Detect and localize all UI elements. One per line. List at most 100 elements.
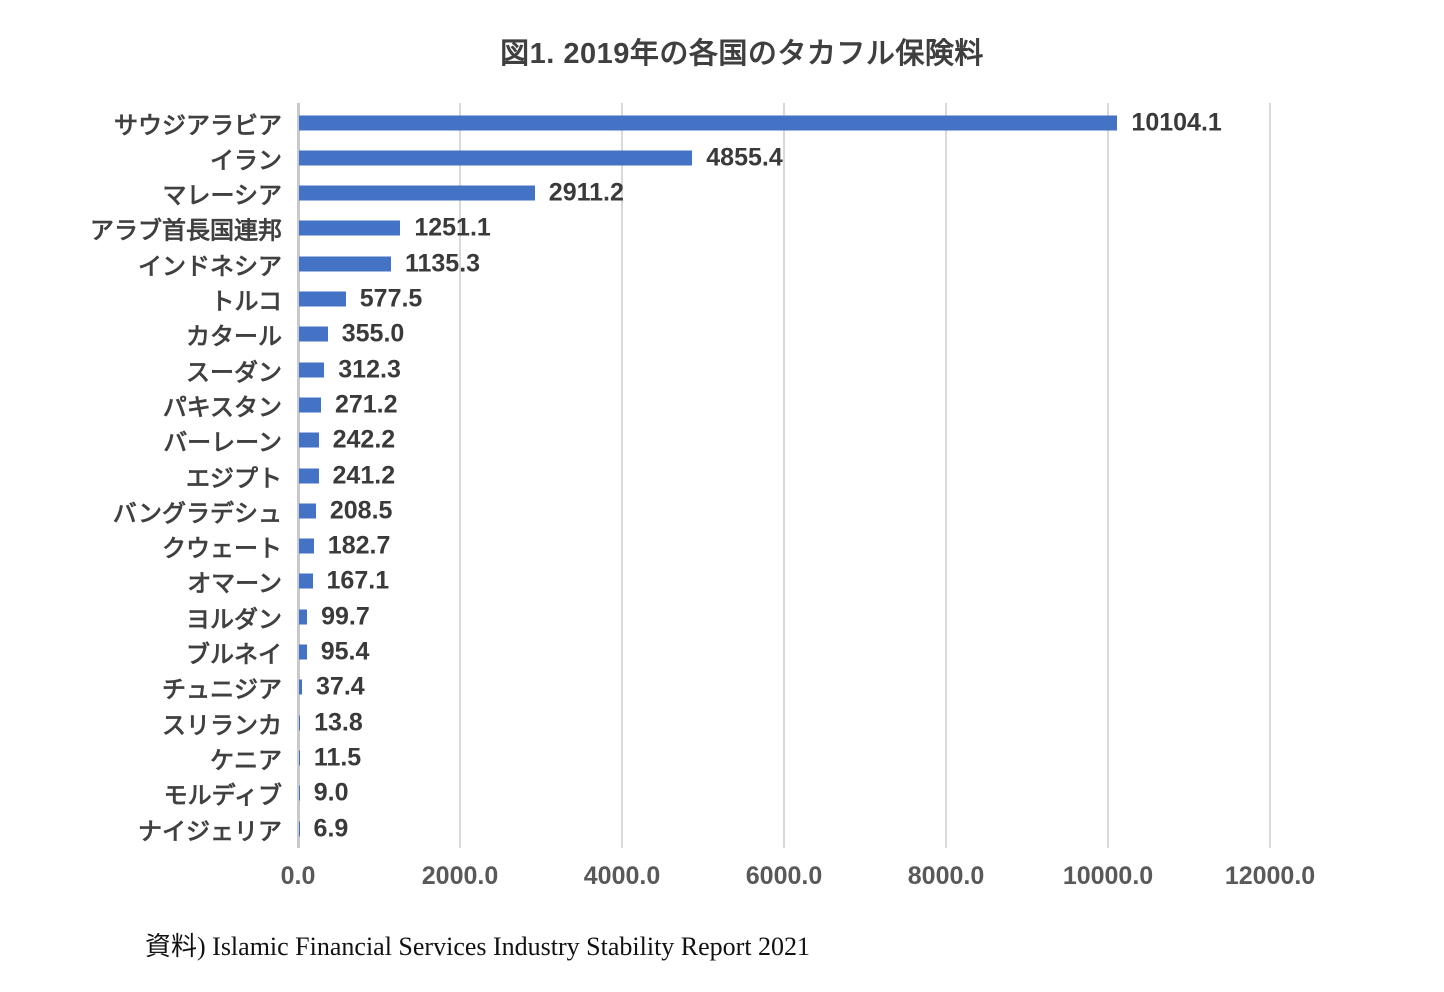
bar-row: マレーシア 2911.2 [0, 176, 1444, 211]
bar [299, 468, 319, 483]
x-axis-tick-label: 10000.0 [1062, 862, 1154, 890]
bar [299, 397, 321, 413]
bar-row: スリランカ 13.8 [0, 705, 1444, 740]
bar-row: ヨルダン 99.7 [0, 599, 1444, 634]
value-label: 208.5 [329, 496, 393, 525]
bar-row: オマーン 167.1 [0, 564, 1444, 599]
x-axis-tick-label: 0.0 [280, 862, 316, 890]
bar [299, 362, 325, 378]
bar [299, 115, 1118, 130]
category-label: イラン [210, 147, 282, 175]
bar [299, 256, 391, 272]
value-label: 167.1 [326, 566, 390, 595]
bar [299, 185, 535, 201]
bar [299, 609, 308, 625]
bar [299, 715, 301, 731]
bar-row: バングラデシュ 208.5 [0, 493, 1444, 528]
category-label: モルディブ [163, 782, 282, 810]
gridline [945, 103, 947, 848]
value-label: 6.9 [313, 814, 349, 842]
bar-row: ブルネイ 95.4 [0, 635, 1444, 670]
value-label: 10104.1 [1131, 108, 1222, 136]
category-label: マレーシア [162, 182, 282, 210]
value-label: 2911.2 [548, 178, 624, 207]
x-axis-tick-label: 4000.0 [583, 862, 661, 890]
category-label: エジプト [186, 465, 282, 492]
bar-row: バーレーン 242.2 [0, 423, 1444, 458]
chart-title: 図1. 2019年の各国のタカフル保険料 [500, 38, 984, 70]
category-label: ナイジェリア [138, 818, 282, 845]
bar [299, 432, 319, 448]
value-label: 577.5 [359, 284, 423, 313]
gridline [621, 103, 623, 848]
bar [299, 644, 307, 660]
bar [299, 291, 346, 307]
category-label: ケニア [210, 747, 282, 775]
bar [299, 326, 328, 342]
bar-row: ケニア 11.5 [0, 740, 1444, 775]
bar-row: エジプト 241.2 [0, 458, 1444, 493]
value-label: 4855.4 [706, 143, 783, 172]
value-label: 241.2 [332, 461, 396, 489]
bar-row: ナイジェリア 6.9 [0, 811, 1444, 846]
value-label: 95.4 [320, 637, 370, 666]
category-label: ブルネイ [186, 641, 282, 669]
x-axis-tick-label: 6000.0 [745, 862, 823, 890]
gridline [1269, 103, 1271, 848]
bar-row: サウジアラビア 10104.1 [0, 105, 1444, 140]
bar-row: アラブ首長国連邦 1251.1 [0, 211, 1444, 246]
bar [299, 785, 300, 801]
bar [299, 679, 303, 695]
bar-row: イラン 4855.4 [0, 140, 1444, 175]
category-label: クウェート [162, 535, 282, 563]
bar [299, 573, 313, 589]
value-label: 182.7 [327, 531, 391, 560]
bar-row: カタール 355.0 [0, 317, 1444, 352]
value-label: 1135.3 [404, 249, 481, 278]
gridline [1107, 103, 1109, 848]
value-label: 271.2 [334, 390, 398, 419]
value-label: 37.4 [316, 672, 365, 701]
value-label: 312.3 [338, 355, 401, 384]
category-label: スリランカ [162, 712, 282, 740]
bar-row: パキスタン 271.2 [0, 387, 1444, 422]
bar-row: トルコ 577.5 [0, 282, 1444, 317]
x-axis-tick-label: 8000.0 [907, 862, 985, 890]
bar [299, 150, 693, 166]
bar [299, 750, 300, 766]
category-label: カタール [186, 323, 282, 351]
bar-row: スーダン 312.3 [0, 352, 1444, 387]
gridline [459, 103, 461, 848]
bar [299, 503, 316, 519]
x-axis-tick-label: 2000.0 [421, 862, 499, 890]
category-label: ヨルダン [186, 606, 282, 634]
category-label: トルコ [210, 288, 282, 316]
category-label: パキスタン [162, 394, 282, 422]
source-note: 資料) Islamic Financial Services Industry … [145, 932, 811, 961]
value-label: 13.8 [314, 708, 363, 737]
value-label: 242.2 [332, 425, 396, 454]
value-label: 99.7 [321, 602, 370, 631]
category-label: アラブ首長国連邦 [90, 217, 282, 245]
x-axis-tick-label: 12000.0 [1224, 862, 1316, 890]
bar [299, 538, 314, 554]
category-label: チュニジア [162, 676, 282, 704]
category-label: バングラデシュ [112, 500, 282, 528]
bar-row: モルディブ 9.0 [0, 776, 1444, 811]
value-label: 11.5 [313, 743, 362, 772]
bar [299, 220, 401, 236]
category-label: インドネシア [138, 253, 282, 281]
bar [299, 821, 300, 836]
bar-row: クウェート 182.7 [0, 529, 1444, 564]
value-label: 9.0 [313, 778, 349, 807]
bar-row: インドネシア 1135.3 [0, 246, 1444, 281]
value-label: 355.0 [341, 319, 405, 348]
category-label: スーダン [186, 359, 282, 387]
gridline [783, 103, 785, 848]
category-label: バーレーン [163, 429, 282, 457]
value-label: 1251.1 [414, 213, 491, 242]
category-label: オマーン [187, 570, 282, 598]
category-label: サウジアラビア [114, 112, 282, 139]
